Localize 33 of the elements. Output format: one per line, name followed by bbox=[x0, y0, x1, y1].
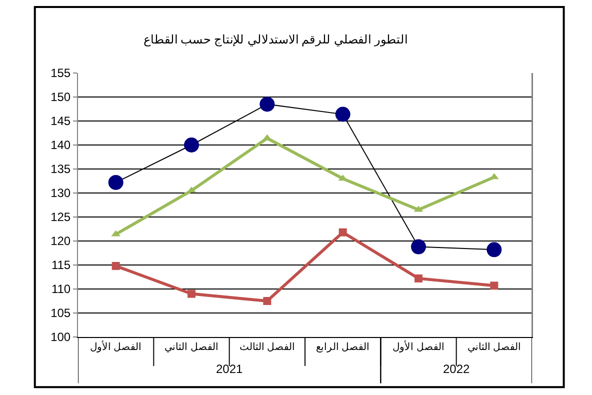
y-tick-label: 105 bbox=[50, 306, 71, 320]
x-tick-label: الفصل الأول bbox=[90, 341, 142, 353]
y-tick-label: 110 bbox=[51, 282, 71, 296]
x-tick-label: الفصل الثاني bbox=[164, 342, 218, 353]
point bbox=[108, 174, 124, 190]
y-tick-label: 150 bbox=[50, 90, 71, 104]
x-tick-label: الفصل الأول bbox=[392, 341, 444, 353]
point bbox=[414, 274, 422, 282]
point bbox=[490, 282, 498, 290]
point bbox=[411, 239, 426, 254]
y-tick-label: 135 bbox=[50, 162, 71, 176]
point bbox=[486, 242, 502, 258]
y-tick-label: 125 bbox=[50, 210, 71, 224]
y-tick-label: 120 bbox=[50, 234, 71, 248]
point bbox=[184, 138, 199, 152]
y-tick-label: 115 bbox=[51, 258, 71, 272]
point bbox=[260, 96, 275, 112]
x-tick-label: الفصل الثالث bbox=[239, 342, 296, 353]
point bbox=[335, 106, 350, 122]
point bbox=[112, 262, 120, 270]
y-tick-label: 140 bbox=[50, 138, 71, 152]
x-tick-label: الفصل الثاني bbox=[467, 342, 522, 353]
y-tick-label: 145 bbox=[50, 114, 71, 128]
text: 2022 bbox=[443, 362, 470, 376]
chart-title: التطور الفصلي للرقم الاستدلالي للإنتاج حسب القطاع bbox=[143, 32, 408, 48]
y-tick-label: 130 bbox=[50, 186, 71, 200]
text: 2021 bbox=[216, 362, 244, 376]
x-tick-label: الفصل الرابع bbox=[316, 342, 370, 353]
point bbox=[188, 290, 196, 298]
point bbox=[263, 297, 272, 305]
point bbox=[338, 228, 347, 236]
y-tick-label: 155 bbox=[50, 66, 71, 80]
y-tick-label: 100 bbox=[50, 330, 71, 344]
